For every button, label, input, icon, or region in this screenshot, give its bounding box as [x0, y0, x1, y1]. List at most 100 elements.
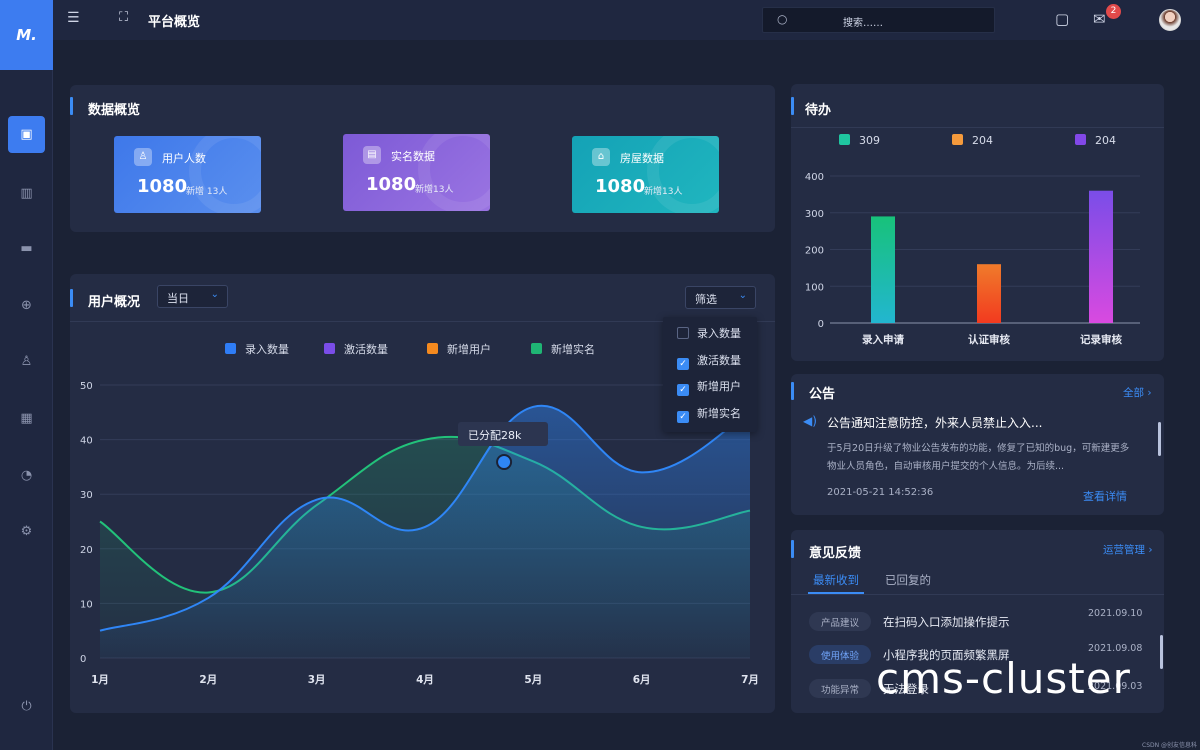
mail-icon[interactable]: ✉: [1093, 10, 1106, 28]
legend-swatch: [225, 343, 236, 354]
card-sub: 新增13人: [415, 185, 454, 195]
highlight-point[interactable]: [496, 454, 513, 470]
settings-icon[interactable]: ⚙: [20, 524, 33, 539]
divider: [70, 321, 775, 322]
home-icon[interactable]: ▣: [8, 116, 45, 153]
checkbox[interactable]: ✓: [677, 384, 689, 396]
stat-card-realname[interactable]: ▤ 实名数据 1080 新增13人: [343, 134, 490, 211]
scrollbar[interactable]: [1160, 635, 1163, 669]
y-tick-label: 0: [80, 654, 86, 665]
filter-option-label: 激活数量: [697, 354, 741, 367]
tab-replied[interactable]: 已回复的: [885, 573, 931, 587]
credit-text: CSDN @创友信息科技: [1142, 742, 1198, 749]
logo: M.: [0, 0, 53, 70]
sidebar: M. ▣ ▥ ▬ ⊕ ♙ ▦ ◔ ⚙ ⏻: [0, 0, 53, 750]
feedback-date: 2021.09.08: [1088, 643, 1143, 654]
x-tick-label: 1月: [91, 674, 109, 686]
search-input[interactable]: 搜索……: [843, 18, 883, 29]
chevron-down-icon: ⌄: [738, 290, 747, 301]
id-card-icon: ▤: [363, 146, 381, 164]
legend-item[interactable]: 激活数量: [324, 341, 388, 357]
feedback-tag: 使用体验: [809, 645, 872, 664]
category-label: 录入申请: [862, 333, 904, 346]
avatar[interactable]: [1159, 9, 1181, 31]
divider: [791, 127, 1164, 128]
legend-item[interactable]: 新增实名: [531, 341, 595, 357]
filter-option[interactable]: 录入数量: [677, 325, 741, 341]
title-bar: [70, 97, 73, 115]
card-value: 1080: [595, 176, 646, 197]
bar[interactable]: [977, 264, 1001, 323]
tab-latest[interactable]: 最新收到: [813, 573, 859, 587]
legend-item[interactable]: 录入数量: [225, 341, 289, 357]
bar[interactable]: [1089, 190, 1113, 323]
category-label: 记录审核: [1080, 333, 1122, 346]
calendar-icon[interactable]: ▦: [20, 411, 33, 426]
scrollbar[interactable]: [1158, 422, 1161, 456]
legend-item[interactable]: 309: [839, 134, 880, 147]
filter-label: 筛选: [695, 293, 717, 306]
filter-option[interactable]: ✓ 激活数量: [677, 352, 741, 370]
target-icon[interactable]: ⊕: [21, 298, 32, 313]
legend-label: 309: [859, 134, 880, 147]
legend-item[interactable]: 204: [952, 134, 993, 147]
y-tick-label: 20: [80, 545, 93, 556]
feedback-text[interactable]: 无法登录: [883, 682, 929, 696]
power-icon[interactable]: ⏻: [21, 699, 32, 714]
topbar: ☰ ⛶ 平台概览 ○ 搜索…… ▢ ✉ 2: [53, 0, 1200, 40]
chevron-down-icon: ⌄: [210, 289, 219, 300]
house-icon: ⌂: [592, 148, 610, 166]
feedback-text[interactable]: 小程序我的页面频繁黑屏: [883, 648, 1010, 662]
notice-title: 公告: [809, 387, 836, 402]
pie-icon[interactable]: ◔: [20, 468, 33, 483]
folder-icon[interactable]: ▬: [20, 241, 33, 256]
user-icon[interactable]: ♙: [20, 354, 33, 369]
legend-item[interactable]: 新增用户: [427, 341, 491, 357]
filter-option-label: 录入数量: [697, 327, 741, 340]
bar[interactable]: [871, 216, 895, 323]
checkbox[interactable]: ✓: [677, 358, 689, 370]
checkbox[interactable]: [677, 327, 689, 339]
menu-icon[interactable]: ☰: [67, 10, 80, 26]
y-tick-label: 400: [805, 172, 824, 183]
building-icon[interactable]: ▥: [20, 186, 33, 201]
y-tick-label: 100: [805, 282, 824, 293]
filter-option[interactable]: ✓ 新增实名: [677, 405, 741, 423]
legend-item[interactable]: 204: [1075, 134, 1116, 147]
operation-manage-link[interactable]: 运营管理 ›: [1103, 542, 1153, 557]
filter-dropdown[interactable]: 筛选 ⌄: [685, 286, 756, 309]
category-label: 认证审核: [968, 333, 1010, 346]
search-icon: ○: [777, 12, 788, 26]
legend-swatch: [839, 134, 850, 145]
notice-all-link[interactable]: 全部 ›: [1123, 385, 1152, 400]
checkbox[interactable]: ✓: [677, 411, 689, 423]
screen-icon[interactable]: ▢: [1055, 10, 1070, 28]
filter-option[interactable]: ✓ 新增用户: [677, 378, 741, 396]
user-icon: ♙: [134, 148, 152, 166]
period-dropdown[interactable]: 当日 ⌄: [157, 285, 228, 308]
search-box[interactable]: ○ 搜索……: [762, 7, 995, 33]
legend-swatch: [531, 343, 542, 354]
feedback-date: 2021.09.03: [1088, 681, 1143, 692]
x-tick-label: 3月: [308, 674, 326, 686]
legend-label: 204: [972, 134, 993, 147]
chart-tooltip: 已分配28k: [458, 422, 548, 446]
link-label: 运营管理: [1103, 544, 1145, 556]
feedback-text[interactable]: 在扫码入口添加操作提示: [883, 615, 1010, 629]
notice-headline[interactable]: 公告通知注意防控，外来人员禁止入入...: [827, 416, 1043, 430]
y-tick-label: 30: [80, 490, 93, 501]
x-tick-label: 5月: [524, 674, 542, 686]
title-bar: [791, 97, 794, 115]
y-tick-label: 40: [80, 436, 93, 447]
divider: [791, 594, 1164, 595]
card-sub: 新增 13人: [186, 187, 228, 197]
stat-card-house[interactable]: ⌂ 房屋数据 1080 新增13人: [572, 136, 719, 213]
y-tick-label: 200: [805, 246, 824, 257]
link-label: 全部: [1123, 387, 1144, 399]
card-sub: 新增13人: [644, 187, 683, 197]
stat-card-users[interactable]: ♙ 用户人数 1080 新增 13人: [114, 136, 261, 213]
view-detail-link[interactable]: 查看详情: [1083, 490, 1127, 503]
chevron-right-icon: ›: [1148, 544, 1153, 556]
